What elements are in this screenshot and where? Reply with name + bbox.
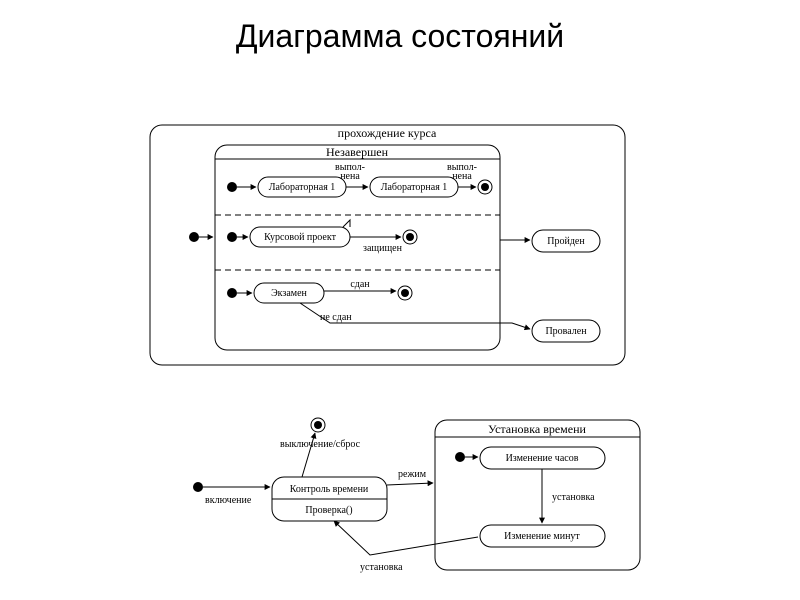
svg-text:Изменение минут: Изменение минут <box>504 531 580 542</box>
svg-text:Контроль времени: Контроль времени <box>290 484 369 495</box>
svg-text:установка: установка <box>360 562 403 573</box>
svg-text:Изменение часов: Изменение часов <box>506 453 579 464</box>
svg-text:выключение/сброс: выключение/сброс <box>280 439 361 450</box>
svg-text:сдан: сдан <box>350 279 370 290</box>
svg-text:Курсовой проект: Курсовой проект <box>264 232 337 243</box>
diagram-course: прохождение курса Незавершен Лабораторна… <box>150 125 625 365</box>
svg-text:режим: режим <box>398 469 427 480</box>
svg-text:Лабораторная 1: Лабораторная 1 <box>381 182 448 193</box>
svg-text:нена: нена <box>452 171 472 182</box>
svg-text:установка: установка <box>552 492 595 503</box>
initial-r2 <box>227 232 237 242</box>
svg-text:Экзамен: Экзамен <box>271 288 307 299</box>
svg-text:Лабораторная 1: Лабораторная 1 <box>269 182 336 193</box>
svg-text:Установка времени: Установка времени <box>488 422 586 436</box>
svg-text:нена: нена <box>340 171 360 182</box>
svg-text:Пройден: Пройден <box>547 236 585 247</box>
initial-r3 <box>227 288 237 298</box>
inner-label: Незавершен <box>326 145 389 159</box>
svg-text:Провален: Провален <box>545 326 587 337</box>
initial-settime <box>455 452 465 462</box>
outer-label: прохождение курса <box>338 126 437 140</box>
initial-r1 <box>227 182 237 192</box>
svg-text:не сдан: не сдан <box>320 312 352 323</box>
initial-d2 <box>193 482 203 492</box>
initial-outer <box>189 232 199 242</box>
diagrams-canvas: прохождение курса Незавершен Лабораторна… <box>0 55 800 600</box>
page-title: Диаграмма состояний <box>0 0 800 55</box>
svg-text:защищен: защищен <box>363 243 403 254</box>
svg-text:Проверка(): Проверка() <box>305 505 352 516</box>
diagram-time: включение Контроль времени Проверка() вы… <box>193 418 640 573</box>
svg-text:включение: включение <box>205 495 252 506</box>
